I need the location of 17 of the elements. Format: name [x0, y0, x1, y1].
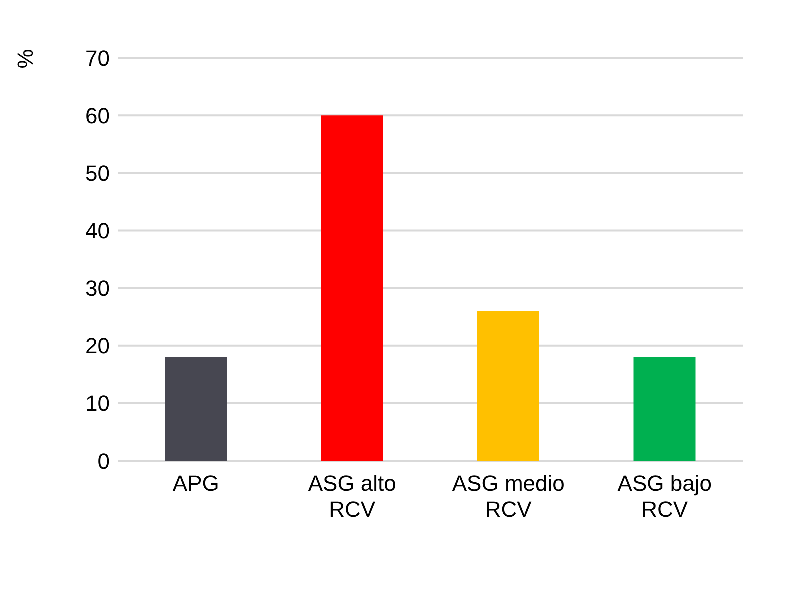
y-tick-label: 40 [86, 218, 110, 244]
y-tick-label: 30 [86, 276, 110, 302]
y-axis-title: % [12, 49, 39, 69]
y-tick-label: 10 [86, 391, 110, 416]
x-tick-label: ASG alto RCV [308, 471, 396, 522]
bar [321, 116, 384, 461]
x-tick-label: ASG bajo RCV [618, 471, 712, 522]
y-tick-label: 20 [86, 334, 110, 359]
y-tick-label: 60 [86, 103, 110, 128]
bar [478, 311, 540, 461]
y-tick-label: 70 [86, 46, 110, 71]
y-tick-label: 0 [98, 448, 110, 474]
y-tick-label: 50 [86, 160, 110, 186]
x-tick-label: ASG medio RCV [452, 471, 565, 522]
bar [165, 357, 227, 461]
bar [634, 357, 696, 461]
x-tick-label: APG [172, 471, 220, 496]
